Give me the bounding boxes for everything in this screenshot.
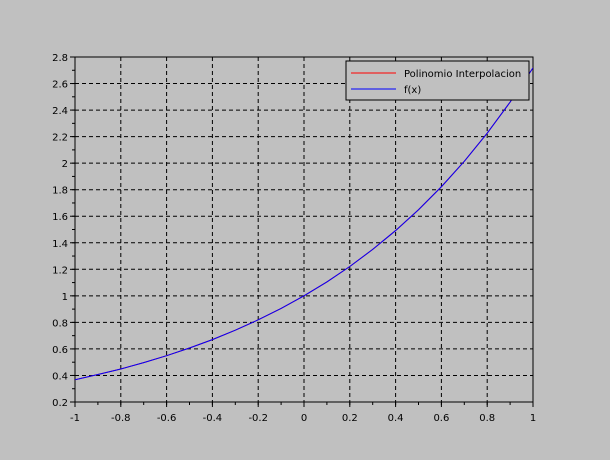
y-tick-label: 0.8 [52,318,68,329]
legend-label: Polinomio Interpolacion [404,69,521,80]
x-tick-label: -0.6 [157,413,177,424]
x-tick-label: 0.6 [433,413,449,424]
legend-box [345,60,530,101]
x-tick-label: 1 [530,413,536,424]
y-tick-label: 0.2 [52,398,68,409]
y-tick-label: 0.6 [52,345,68,356]
y-tick-label: 1.6 [52,212,68,223]
y-tick-label: 2.8 [52,53,68,64]
axes: -1 -0.8 -0.6 -0.4 -0.2 0 0.2 0.4 0.6 0.8 1 0.2 0.4 0.… [52,53,536,424]
y-tick-label: 1.8 [52,186,68,197]
x-tick-label: 0.8 [479,413,495,424]
series-layer [75,67,533,381]
y-tick-label: 2.6 [52,80,68,91]
grid-lines [75,57,533,402]
x-tick-label: -0.4 [203,413,223,424]
y-tick-label: 2.2 [52,133,68,144]
y-tick-label: 1 [62,292,68,303]
series-line-fx [75,67,533,381]
x-tick-label: 0.4 [388,413,404,424]
y-tick-label: 2 [62,159,68,170]
y-tick-label: 1.2 [52,265,68,276]
y-tick-label: 1.4 [52,239,68,250]
x-tick-label: -1 [70,413,80,424]
y-tick-label: 2.4 [52,106,68,117]
x-tick-label: 0.2 [342,413,358,424]
y-tick-label: 0.4 [52,371,68,382]
x-tick-label: 0 [301,413,307,424]
legend-label: f(x) [404,85,421,96]
legend: Polinomio Interpolacion f(x) [345,60,530,101]
x-tick-label: -0.2 [248,413,268,424]
x-tick-label: -0.8 [111,413,131,424]
